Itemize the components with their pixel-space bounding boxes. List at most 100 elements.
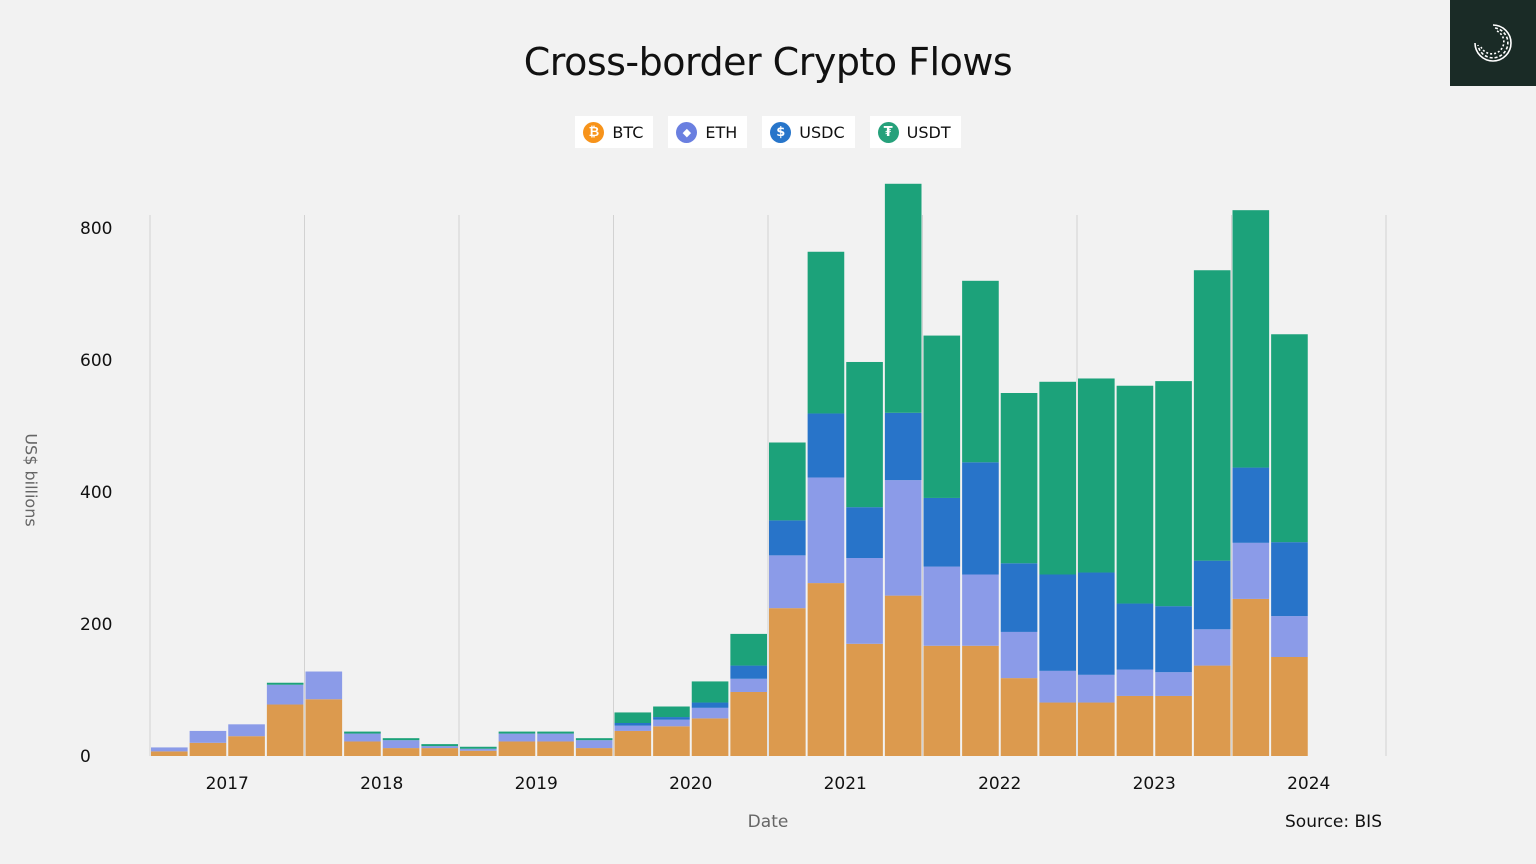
bar-segment-eth [1039,670,1076,703]
bar-segment-eth [1078,674,1115,703]
bar-segment-eth [846,558,883,644]
chart-title: Cross-border Crypto Flows [523,40,1013,84]
bar-segment-usdt [1116,385,1154,604]
bar-segment-eth [962,574,999,646]
bar-segment-usdt [421,744,458,747]
bar-segment-usdt [1232,210,1270,468]
bar-segment-btc [305,699,343,756]
y-tick-label: 400 [80,483,112,503]
bar-segment-btc [923,645,961,756]
bar-segment-btc [1000,678,1038,756]
bar-segment-eth [382,740,420,749]
bar-segment-eth [1232,542,1270,599]
bar-segment-usdt [498,731,536,734]
bar-segment-usdt [1000,393,1038,564]
bar-segment-btc [884,595,922,756]
bar-segment-usdt [1078,378,1115,573]
legend-item-usdc[interactable]: $ USDC [762,116,855,148]
bar-segment-btc [1271,657,1308,756]
bar-segment-btc [1232,598,1270,756]
bar-segment-eth [151,747,188,752]
bar-segment-usdt [382,738,420,741]
bar-segment-usdt [807,251,845,414]
bar-segment-btc [653,726,690,756]
bar-segment-usdt [884,183,922,413]
bar-segment-btc [1039,702,1076,756]
x-axis-label: Date [747,812,789,832]
source-note: Source: BIS [1285,812,1382,832]
bar-segment-btc [730,691,767,756]
bar-segment-eth [266,684,304,705]
bar-segment-usdt [537,731,574,734]
bar-segment-usdt [769,442,806,521]
bar-segment-eth [1116,669,1154,696]
bar-segment-usdt [1193,270,1231,561]
logo [1450,0,1536,86]
bar-segment-btc [769,608,806,756]
bar-segment-btc [344,741,381,756]
bar-segment-btc [614,730,652,756]
bar-segment-btc [151,751,188,756]
bar-segment-usdc [653,717,690,720]
bar-segment-usdc [1155,606,1192,673]
legend-label: USDC [799,122,845,142]
bar-segment-eth [730,678,767,692]
x-tick-label: 2021 [824,774,867,794]
bar-segment-usdc [962,462,999,575]
x-tick-label: 2022 [978,774,1021,794]
bar-segment-eth [460,748,497,751]
x-tick-label: 2024 [1287,774,1330,794]
bar-segment-eth [1000,631,1038,679]
legend-item-btc[interactable]: ₿ BTC [575,116,654,148]
bar-segment-btc [1078,702,1115,756]
bar-segment-usdt [730,633,767,666]
bar-segment-usdt [614,712,652,723]
x-tick-label: 2019 [515,774,558,794]
bar-segment-usdc [846,507,883,558]
legend-label: BTC [612,122,644,142]
bar-segment-usdt [846,361,883,508]
tether-icon: ₮ [877,121,899,143]
bar-segment-usdc [769,520,806,556]
y-tick-label: 800 [80,219,112,239]
bar-segment-eth [653,719,690,727]
bar-segment-usdt [1155,381,1192,607]
bar-segment-btc [189,742,227,756]
bar-segment-eth [1271,616,1308,657]
bar-segment-btc [807,583,845,756]
bar-segment-btc [962,645,999,756]
bar-segment-btc [421,748,458,756]
bar-segment-usdc [1271,542,1308,617]
bar-segment-usdc [1078,572,1115,675]
bar-segment-eth [189,730,227,743]
bar-segment-btc [691,718,729,756]
bar-segment-usdt [575,738,613,741]
bar-segment-eth [923,566,961,646]
bar-segment-eth [228,724,265,737]
bar-segment-usdc [807,413,845,478]
bar-segment-btc [537,741,574,756]
y-axis-label: US$ billions [21,433,41,527]
bar-segment-btc [1116,695,1154,756]
bar-segment-usdt [653,706,690,718]
legend-item-usdt[interactable]: ₮ USDT [869,116,961,148]
bar-segment-usdt [923,335,961,498]
bar-segment-usdc [1000,563,1038,632]
bar-segment-usdt [460,746,497,749]
bar-segment-btc [846,643,883,756]
bar-segment-eth [769,555,806,609]
bar-segment-eth [691,707,729,719]
bar-segment-eth [1193,629,1231,666]
bar-segment-btc [1193,665,1231,756]
legend: ₿ BTC ◆ ETH $ USDC ₮ USDT [0,116,1536,148]
bar-segment-eth [1155,672,1192,696]
legend-item-eth[interactable]: ◆ ETH [668,116,748,148]
bar-segment-eth [344,733,381,742]
y-tick-label: 200 [80,615,112,635]
bar-segment-eth [614,725,652,731]
bar-segment-usdc [923,497,961,567]
x-tick-label: 2017 [206,774,249,794]
bar-segment-usdt [962,280,999,463]
bar-segment-usdt [691,681,729,703]
